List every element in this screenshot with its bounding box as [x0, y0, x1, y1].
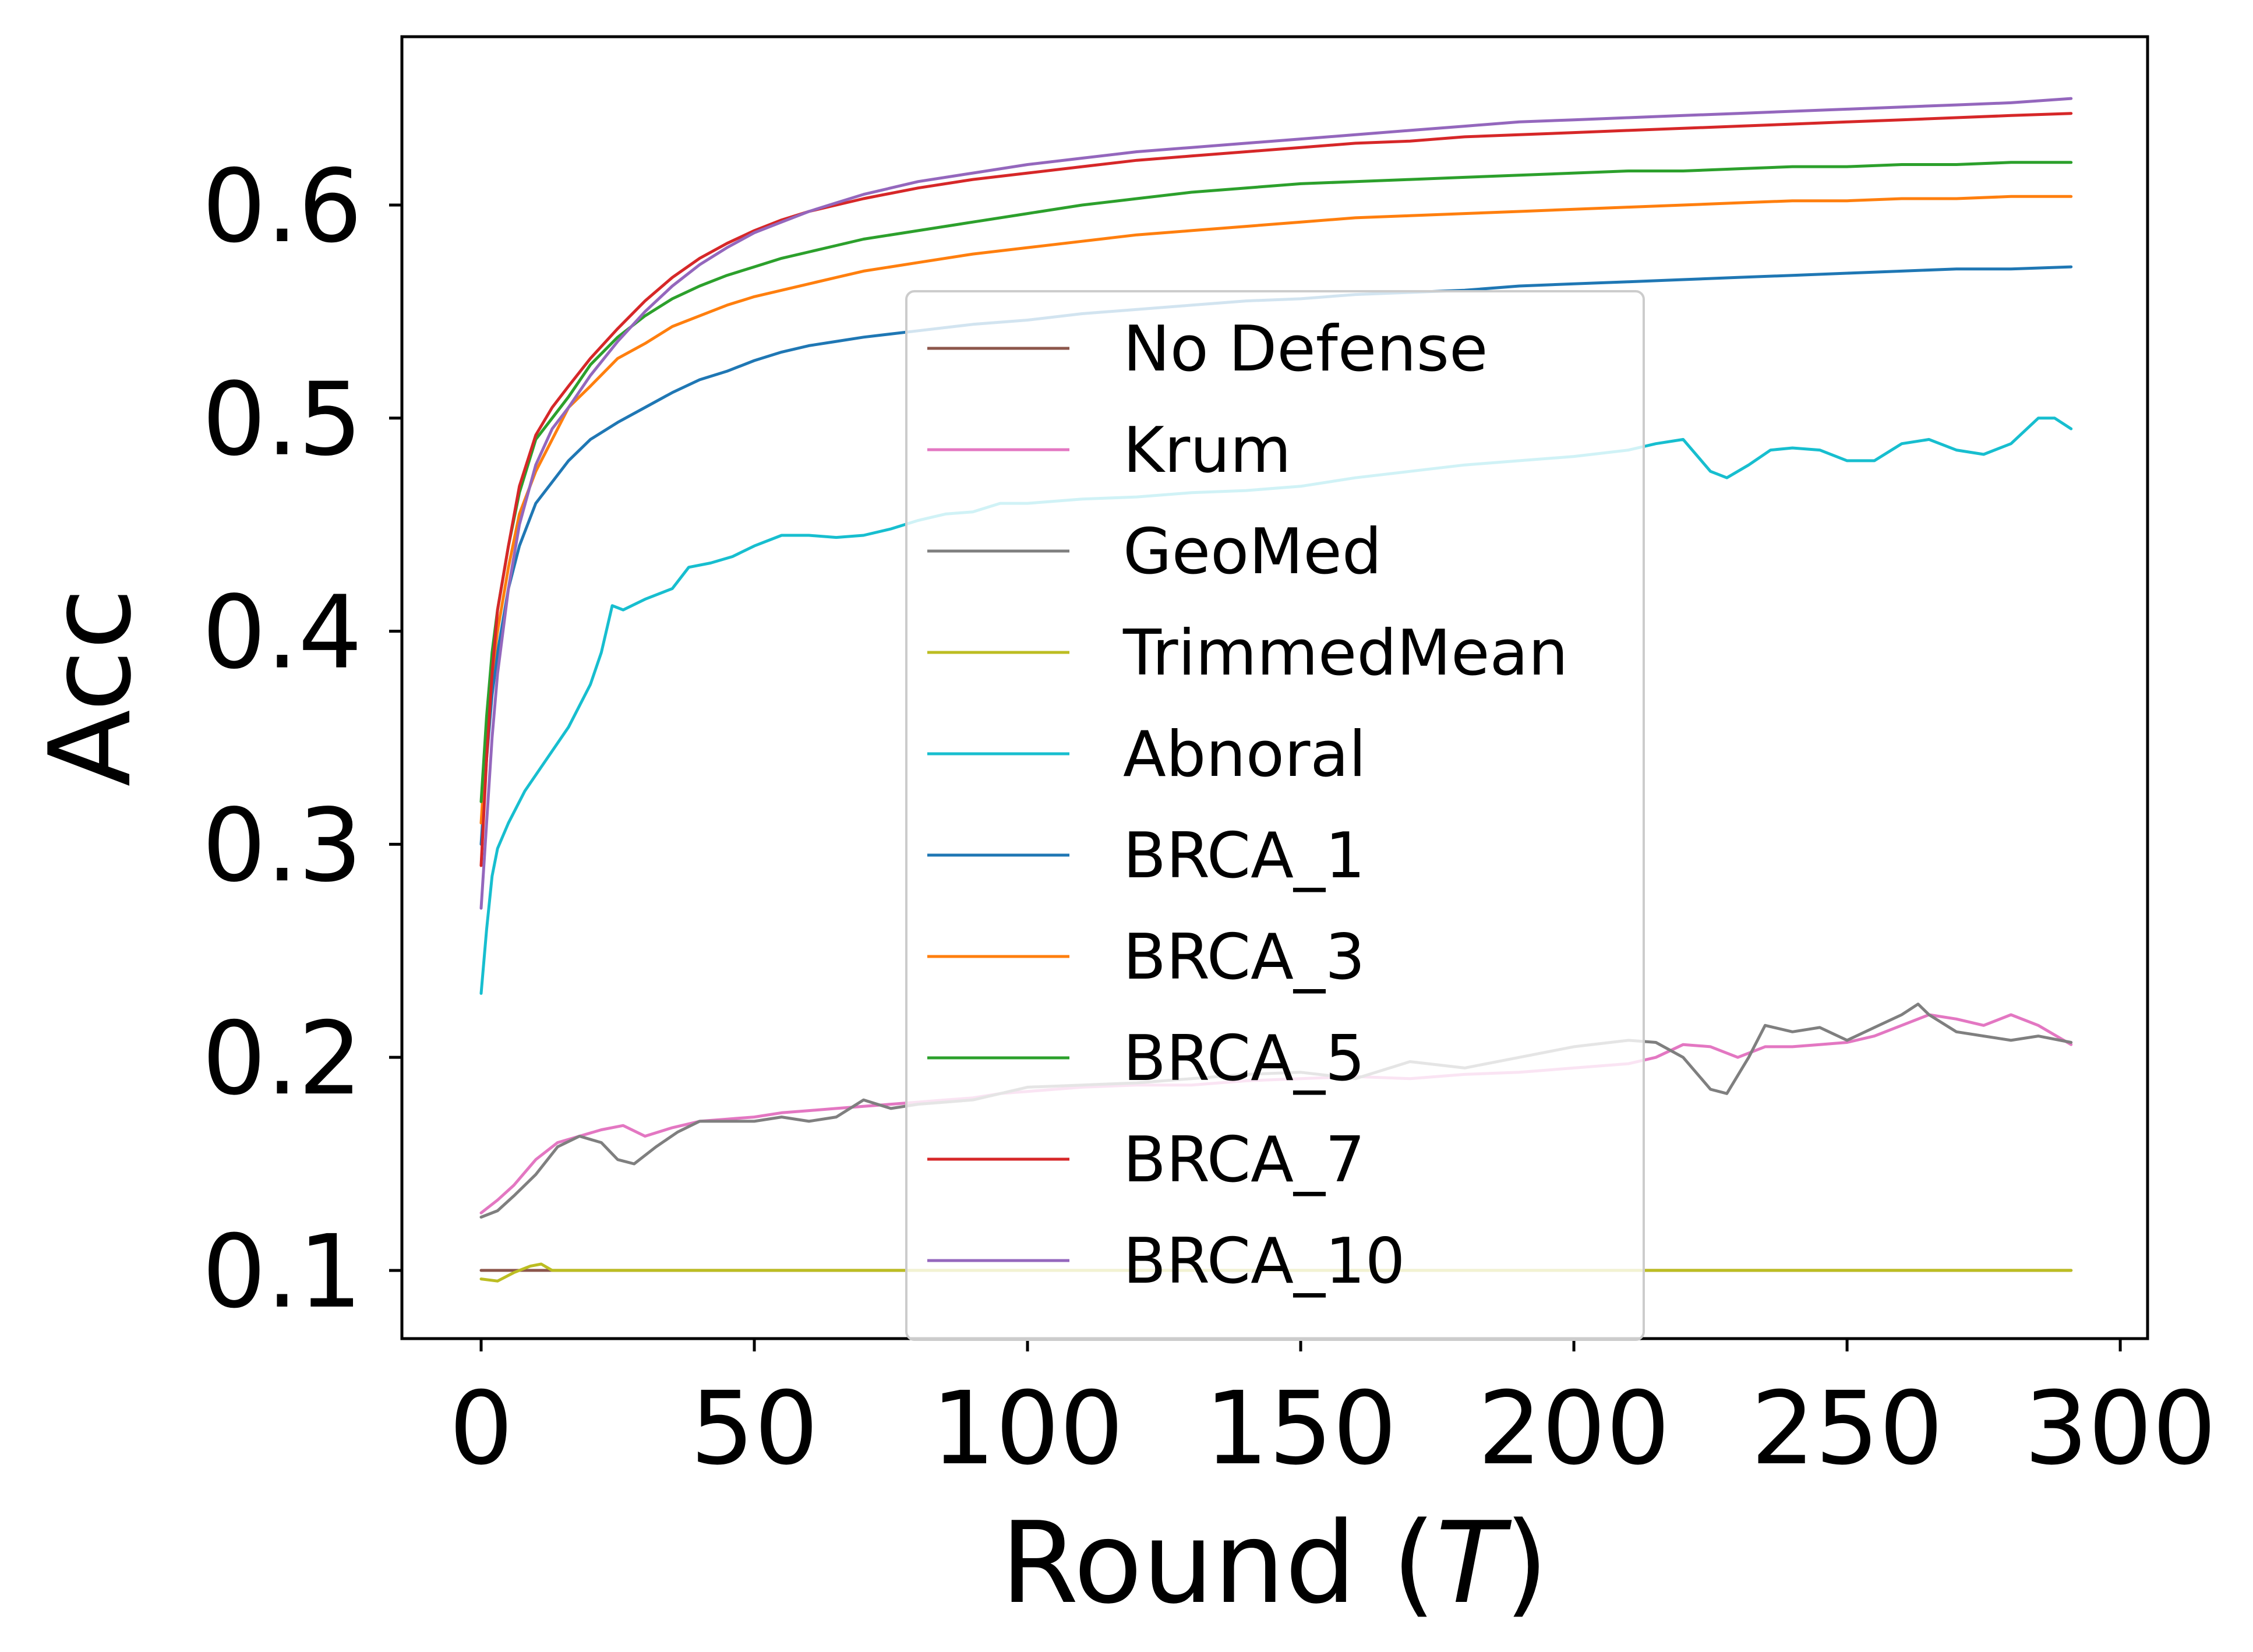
y-axis-label: Acc [25, 588, 156, 787]
x-tick-label: 150 [1205, 1369, 1397, 1487]
legend-item-abnoral: Abnoral [927, 718, 1366, 791]
y-tick-label: 0.2 [202, 1000, 362, 1117]
x-axis-label-variable: T [1436, 1498, 1512, 1629]
legend-label: GeoMed [1123, 516, 1382, 588]
legend-item-krum: Krum [927, 414, 1291, 487]
series-line-brca-10 [479, 97, 2073, 910]
x-tick-label: 250 [1751, 1369, 1943, 1487]
legend-label: BRCA_10 [1123, 1225, 1405, 1298]
x-tick-label: 100 [931, 1369, 1124, 1487]
legend-label: BRCA_7 [1123, 1124, 1365, 1196]
legend-item-brca-1: BRCA_1 [927, 820, 1365, 892]
legend-label: BRCA_3 [1123, 921, 1365, 994]
x-tick-label: 0 [449, 1369, 513, 1487]
legend-item-trimmedmean: TrimmedMean [927, 617, 1568, 690]
legend: No Defense Krum GeoMed TrimmedMean Abnoral BR… [905, 290, 1645, 1341]
legend-item-geomed: GeoMed [927, 516, 1382, 588]
y-tick-label: 0.3 [202, 786, 362, 904]
legend-item-brca-7: BRCA_7 [927, 1124, 1365, 1196]
legend-item-brca-5: BRCA_5 [927, 1022, 1365, 1095]
legend-item-brca-10: BRCA_10 [927, 1225, 1405, 1298]
legend-item-brca-3: BRCA_3 [927, 921, 1365, 994]
x-tick-label: 50 [690, 1369, 818, 1487]
legend-item-no-defense: No Defense [927, 313, 1488, 386]
legend-box [905, 290, 1645, 1341]
legend-label: BRCA_5 [1123, 1022, 1365, 1095]
y-tick-label: 0.5 [202, 361, 362, 478]
y-tick-label: 0.4 [202, 574, 362, 691]
y-tick-label: 0.1 [202, 1213, 362, 1330]
legend-label: Abnoral [1123, 718, 1366, 791]
axis-ticks: 0 50 100 150 200 250 300 0.1 0.2 0.3 0.4 0.5 0.6 [202, 147, 2216, 1487]
series-line-brca-7 [479, 112, 2073, 867]
legend-label: No Defense [1123, 313, 1488, 386]
series-line-brca-3 [479, 195, 2073, 825]
legend-label: TrimmedMean [1122, 617, 1568, 690]
x-axis-label-text: Round [1001, 1498, 1357, 1629]
series-line-trimmedmean [479, 1262, 2073, 1283]
legend-label: BRCA_1 [1123, 820, 1365, 892]
x-tick-label: 300 [2024, 1369, 2216, 1487]
series-line-brca-5 [479, 161, 2073, 803]
x-tick-label: 200 [1478, 1369, 1670, 1487]
x-axis-label: Round (T) [1001, 1498, 1549, 1629]
y-tick-label: 0.6 [202, 147, 362, 265]
legend-label: Krum [1123, 414, 1291, 487]
